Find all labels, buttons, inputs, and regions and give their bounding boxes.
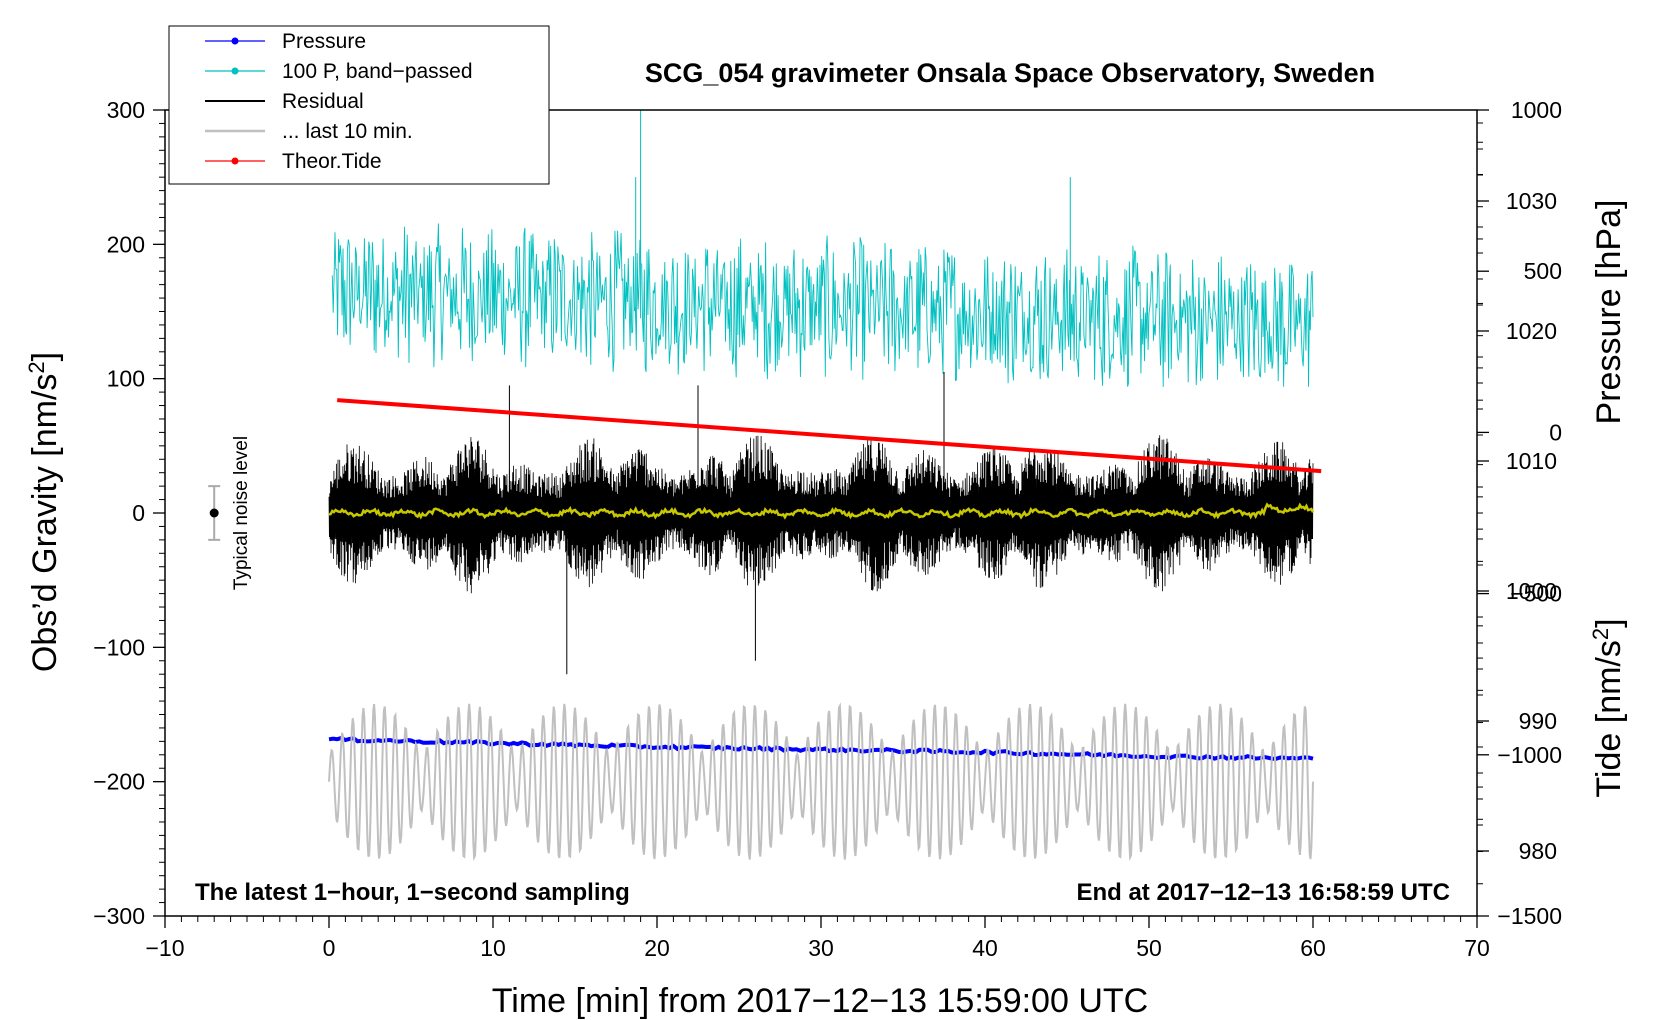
- legend-item-band-passed: 100 P, band−passed: [205, 60, 473, 83]
- tide-tick-label: −500: [1510, 581, 1562, 607]
- annotation-left: The latest 1−hour, 1−second sampling: [195, 879, 630, 906]
- pressure-tick-label: 1000: [1506, 578, 1557, 604]
- legend-marker-theor-tide: [231, 157, 239, 165]
- y-tick-label: −100: [93, 634, 145, 660]
- legend-label-pressure: Pressure: [282, 30, 366, 53]
- y-tick-label: 200: [107, 231, 145, 257]
- pressure-tick-label: 990: [1519, 708, 1557, 734]
- tide-axis-title-end: ]: [1590, 618, 1628, 627]
- pressure-tick-label: 1020: [1506, 318, 1557, 344]
- legend-marker-band-passed: [231, 67, 239, 75]
- tide-tick-label: 0: [1549, 419, 1562, 445]
- axis-layer: −10 0 10 20 30 40 50 60 70−300−200−1000100200300…: [93, 97, 1562, 961]
- legend-item-pressure: Pressure: [205, 30, 366, 53]
- x-tick-label: 0: [323, 935, 336, 961]
- pressure-tick-label: 1030: [1506, 188, 1557, 214]
- annotation-right: End at 2017−12−13 16:58:59 UTC: [1076, 879, 1450, 906]
- noise-dot: [209, 508, 219, 518]
- chart-title: SCG_054 gravimeter Onsala Space Observat…: [645, 58, 1375, 88]
- last-10-min-line: [328, 702, 1314, 862]
- tide-tick-label: −1000: [1497, 742, 1562, 768]
- y-axis-title-end: ]: [26, 352, 64, 361]
- legend-item-last-10-min: ... last 10 min.: [205, 120, 413, 143]
- x-tick-label: 70: [1464, 935, 1490, 961]
- y-tick-label: 300: [107, 97, 145, 123]
- theor-tide-line: [337, 398, 1322, 474]
- legend-label-last-10-min: ... last 10 min.: [282, 120, 413, 143]
- x-tick-label: −10: [145, 935, 184, 961]
- tide-axis-title-main: Tide [nm/s: [1590, 640, 1628, 797]
- x-axis-title: Time [min] from 2017−12−13 15:59:00 UTC: [492, 982, 1148, 1020]
- x-tick-label: 50: [1136, 935, 1162, 961]
- legend: Pressure 100 P, band−passed Residual ...…: [168, 25, 550, 185]
- band-passed-pressure-line: [331, 223, 1314, 387]
- series-layer: [328, 110, 1322, 862]
- y-axis-title-sup: 2: [24, 361, 49, 373]
- pressure-tick-label: 980: [1519, 838, 1557, 864]
- noise-label: Typical noise level: [231, 436, 252, 590]
- residual-line: [328, 435, 1314, 594]
- y-axis-title: Obs’d Gravity [nm/s2]: [24, 352, 64, 672]
- x-tick-label: 30: [808, 935, 834, 961]
- x-tick-label: 60: [1300, 935, 1326, 961]
- noise-indicator: [208, 485, 221, 541]
- residual-smoothed-line: [328, 502, 1315, 520]
- y-tick-label: −300: [93, 903, 145, 929]
- x-tick-label: 10: [480, 935, 506, 961]
- tide-tick-label: 1000: [1511, 97, 1562, 123]
- legend-label-band-passed: 100 P, band−passed: [282, 60, 473, 83]
- x-tick-label: 40: [972, 935, 998, 961]
- tide-axis-title: Tide [nm/s2]: [1588, 618, 1628, 797]
- legend-box: [168, 25, 550, 185]
- y-axis-title-main: Obs’d Gravity [nm/s: [26, 374, 64, 673]
- tide-axis-title-sup: 2: [1588, 628, 1613, 640]
- legend-label-residual: Residual: [282, 90, 364, 113]
- legend-item-theor-tide: Theor.Tide: [205, 150, 382, 173]
- pressure-tick-label: 1010: [1506, 448, 1557, 474]
- legend-item-residual: Residual: [205, 90, 364, 113]
- y-tick-label: −200: [93, 769, 145, 795]
- tide-tick-label: 500: [1524, 258, 1562, 284]
- legend-marker-pressure: [231, 37, 239, 45]
- legend-label-theor-tide: Theor.Tide: [282, 150, 382, 173]
- y-tick-label: 100: [107, 366, 145, 392]
- y-tick-label: 0: [132, 500, 145, 526]
- x-tick-label: 20: [644, 935, 670, 961]
- pressure-axis-title: Pressure [hPa]: [1590, 200, 1628, 425]
- tide-tick-label: −1500: [1497, 903, 1562, 929]
